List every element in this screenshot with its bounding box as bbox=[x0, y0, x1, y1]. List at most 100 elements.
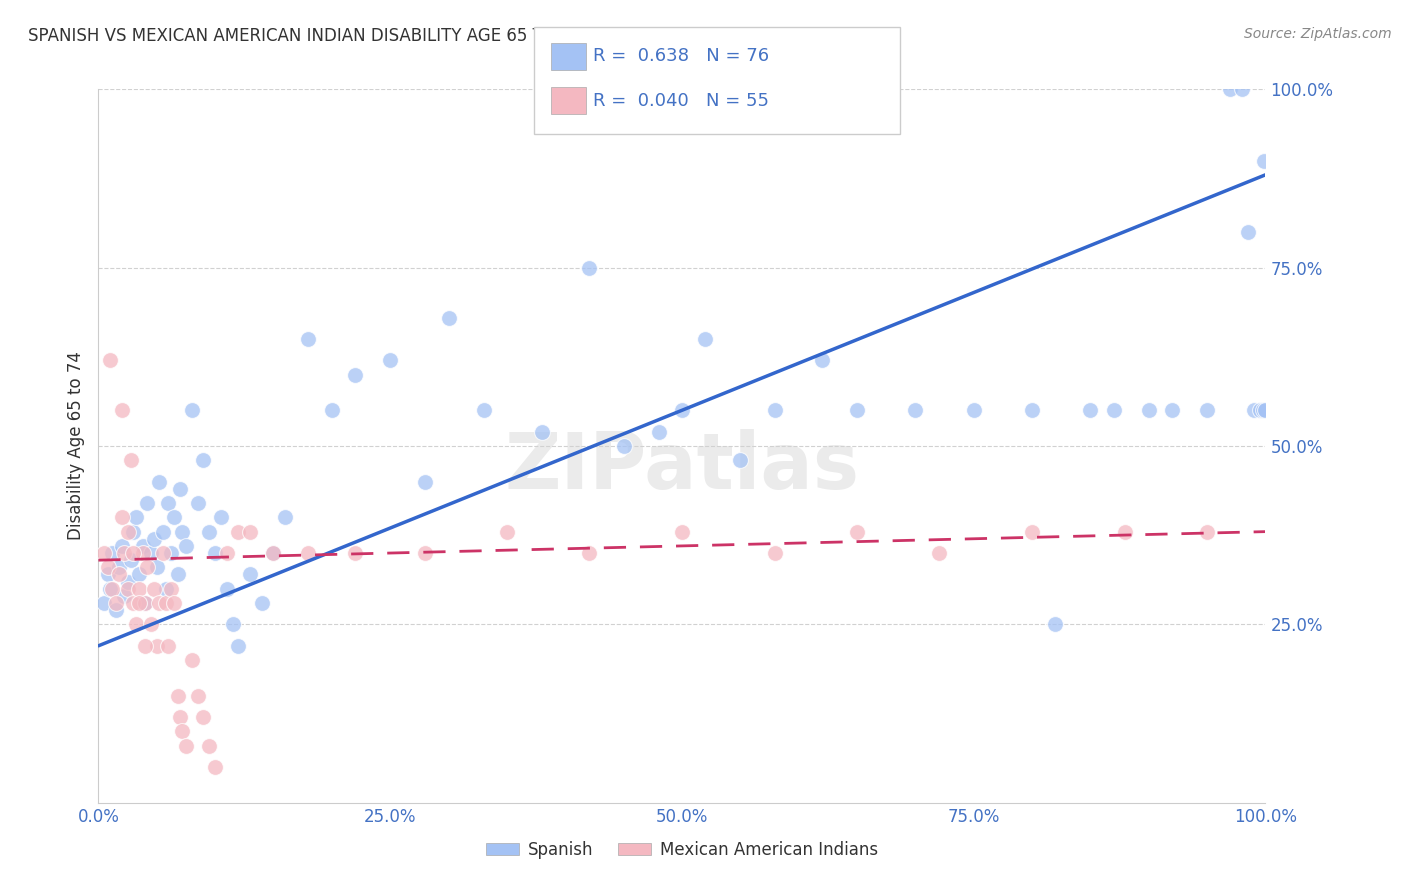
Point bbox=[193, 710, 215, 724]
Point bbox=[1021, 524, 1043, 539]
Point bbox=[228, 639, 250, 653]
Text: Source: ZipAtlas.com: Source: ZipAtlas.com bbox=[1244, 27, 1392, 41]
Point bbox=[122, 546, 145, 560]
Point bbox=[811, 353, 834, 368]
Point bbox=[111, 510, 134, 524]
Point bbox=[472, 403, 495, 417]
Point bbox=[198, 524, 221, 539]
Point bbox=[136, 496, 159, 510]
Point bbox=[928, 546, 950, 560]
Point bbox=[148, 475, 170, 489]
Point bbox=[297, 332, 319, 346]
Point bbox=[128, 567, 150, 582]
Point bbox=[1253, 153, 1275, 168]
Point bbox=[172, 524, 194, 539]
Point bbox=[1114, 524, 1136, 539]
Point bbox=[163, 596, 186, 610]
Point bbox=[136, 560, 159, 574]
Point bbox=[1219, 82, 1241, 96]
Point bbox=[159, 582, 181, 596]
Point bbox=[128, 582, 150, 596]
Point bbox=[117, 574, 139, 589]
Point bbox=[108, 560, 131, 574]
Point bbox=[180, 403, 202, 417]
Point bbox=[155, 582, 177, 596]
Point bbox=[215, 582, 238, 596]
Point bbox=[647, 425, 669, 439]
Point bbox=[180, 653, 202, 667]
Point bbox=[209, 510, 232, 524]
Point bbox=[437, 310, 460, 325]
Point bbox=[1021, 403, 1043, 417]
Point bbox=[695, 332, 717, 346]
Point bbox=[530, 425, 553, 439]
Point bbox=[297, 546, 319, 560]
Point bbox=[187, 496, 209, 510]
Point bbox=[174, 539, 197, 553]
Point bbox=[172, 724, 194, 739]
Point bbox=[496, 524, 519, 539]
Point bbox=[128, 596, 150, 610]
Point bbox=[97, 567, 120, 582]
Point bbox=[132, 546, 155, 560]
Point bbox=[157, 639, 180, 653]
Point bbox=[112, 589, 135, 603]
Point bbox=[143, 582, 166, 596]
Point bbox=[671, 403, 693, 417]
Point bbox=[321, 403, 343, 417]
Point bbox=[613, 439, 636, 453]
Point bbox=[146, 639, 169, 653]
Point bbox=[1102, 403, 1125, 417]
Point bbox=[380, 353, 402, 368]
Point bbox=[122, 524, 145, 539]
Point bbox=[198, 739, 221, 753]
Point bbox=[152, 546, 174, 560]
Point bbox=[108, 567, 131, 582]
Point bbox=[846, 524, 869, 539]
Point bbox=[204, 760, 226, 774]
Point bbox=[262, 546, 284, 560]
Point bbox=[111, 539, 134, 553]
Point bbox=[152, 524, 174, 539]
Point bbox=[155, 596, 177, 610]
Text: R =  0.040   N = 55: R = 0.040 N = 55 bbox=[593, 92, 769, 110]
Point bbox=[262, 546, 284, 560]
Point bbox=[93, 546, 115, 560]
Point bbox=[228, 524, 250, 539]
Point bbox=[112, 546, 135, 560]
Point bbox=[132, 539, 155, 553]
Point bbox=[1230, 82, 1253, 96]
Point bbox=[166, 567, 188, 582]
Point bbox=[169, 482, 191, 496]
Point bbox=[413, 475, 436, 489]
Point bbox=[1251, 403, 1274, 417]
Point bbox=[1249, 403, 1271, 417]
Point bbox=[166, 689, 188, 703]
Point bbox=[671, 524, 693, 539]
Point bbox=[174, 739, 197, 753]
Point bbox=[157, 496, 180, 510]
Point bbox=[250, 596, 273, 610]
Point bbox=[846, 403, 869, 417]
Point bbox=[125, 617, 148, 632]
Point bbox=[134, 596, 156, 610]
Point bbox=[962, 403, 984, 417]
Point bbox=[1237, 225, 1260, 239]
Point bbox=[239, 567, 262, 582]
Point bbox=[120, 453, 142, 467]
Point bbox=[104, 596, 127, 610]
Point bbox=[143, 532, 166, 546]
Text: R =  0.638   N = 76: R = 0.638 N = 76 bbox=[593, 47, 769, 65]
Point bbox=[1161, 403, 1184, 417]
Point bbox=[763, 546, 786, 560]
Point bbox=[134, 596, 156, 610]
Point bbox=[93, 596, 115, 610]
Point bbox=[1080, 403, 1102, 417]
Point bbox=[215, 546, 238, 560]
Point bbox=[344, 368, 367, 382]
Point bbox=[98, 582, 121, 596]
Point bbox=[125, 510, 148, 524]
Point bbox=[730, 453, 752, 467]
Point bbox=[413, 546, 436, 560]
Point bbox=[163, 510, 186, 524]
